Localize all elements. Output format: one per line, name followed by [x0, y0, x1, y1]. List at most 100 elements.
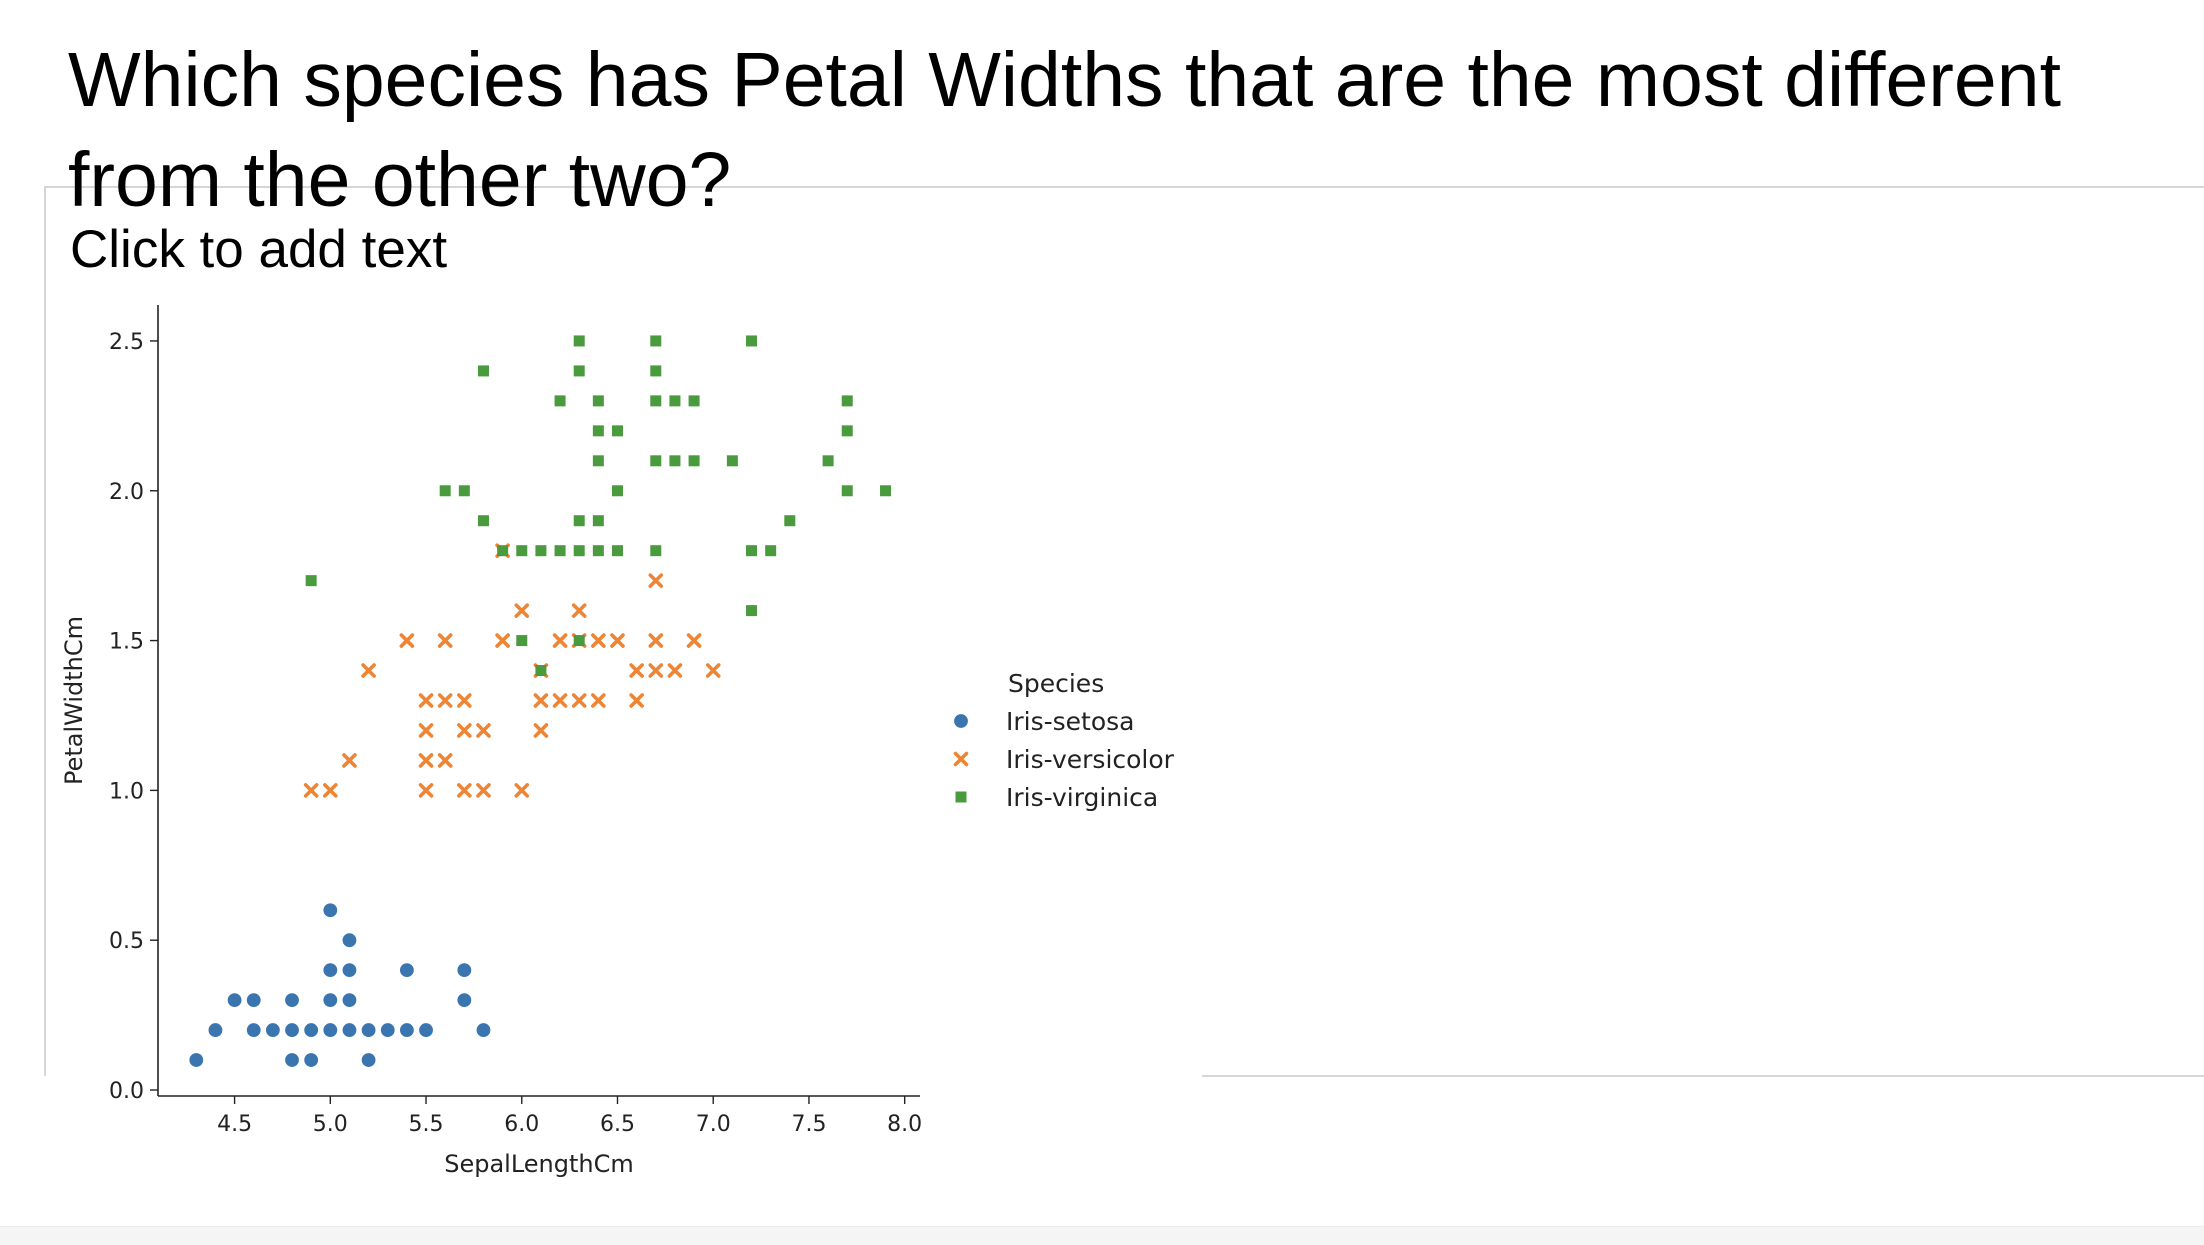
iris-virginica-legend-marker	[955, 791, 967, 803]
bottom-strip	[0, 1226, 2204, 1245]
iris-virginica-point	[592, 545, 604, 557]
iris-versicolor-point	[571, 693, 587, 708]
iris-virginica-point	[535, 545, 547, 557]
iris-setosa-legend-marker	[952, 712, 970, 730]
iris-setosa-point	[322, 992, 339, 1009]
iris-setosa-point	[322, 1021, 339, 1039]
iris-setosa-point	[226, 992, 243, 1009]
iris-virginica-point	[535, 665, 547, 677]
iris-versicolor-point	[648, 663, 664, 678]
iris-setosa-point	[264, 1021, 281, 1039]
iris-virginica-point	[650, 545, 662, 557]
iris-virginica-point	[688, 455, 700, 467]
slide-title[interactable]: Which species has Petal Widths that are …	[68, 37, 2061, 223]
iris-virginica-point	[746, 545, 758, 557]
iris-virginica-point	[592, 395, 604, 407]
y-tick-label: 0.5	[109, 929, 144, 954]
x-tick-label: 8.0	[887, 1112, 922, 1137]
iris-virginica-point	[611, 545, 623, 557]
iris-virginica-point	[439, 485, 451, 497]
iris-setosa-point	[207, 1021, 224, 1039]
iris-versicolor-point	[323, 783, 338, 798]
iris-versicolor-point	[361, 663, 376, 678]
iris-virginica-point	[784, 515, 796, 527]
iris-versicolor-point	[571, 603, 587, 618]
iris-setosa-point	[456, 962, 473, 979]
iris-setosa-point	[398, 962, 415, 979]
iris-setosa-point	[245, 1021, 262, 1039]
iris-versicolor-point	[610, 633, 625, 648]
iris-setosa-point	[341, 1021, 358, 1039]
iris-versicolor-point	[495, 633, 510, 648]
iris-versicolor-point	[686, 633, 702, 648]
iris-versicolor-point	[648, 633, 664, 648]
x-tick-label: 6.0	[504, 1112, 539, 1137]
iris-versicolor-point	[437, 693, 453, 708]
iris-setosa-point	[245, 992, 262, 1009]
iris-virginica-point	[822, 455, 834, 467]
iris-virginica-point	[497, 545, 509, 557]
iris-versicolor-legend-marker	[953, 751, 969, 767]
iris-versicolor-point	[418, 783, 434, 798]
iris-virginica-point	[573, 515, 585, 527]
iris-setosa-point	[283, 1021, 301, 1039]
iris-virginica-point	[611, 425, 623, 437]
iris-versicolor-point	[418, 723, 434, 738]
iris-versicolor-point	[705, 663, 721, 678]
x-tick-label: 6.5	[600, 1112, 635, 1137]
iris-virginica-point	[573, 335, 585, 347]
iris-versicolor-point	[342, 753, 357, 768]
y-axis-label: PetalWidthCm	[60, 616, 88, 785]
iris-virginica-point	[746, 605, 758, 617]
y-tick-label: 1.0	[109, 779, 144, 804]
iris-virginica-point	[650, 335, 662, 347]
content-placeholder[interactable]	[44, 186, 2204, 1076]
iris-virginica-point	[592, 455, 604, 467]
iris-virginica-point	[573, 635, 585, 647]
y-tick-label: 1.5	[109, 630, 144, 655]
iris-setosa-point	[188, 1051, 205, 1069]
iris-versicolor-point	[476, 783, 491, 798]
iris-virginica-point	[669, 455, 681, 467]
iris-versicolor-point	[552, 693, 568, 708]
iris-setosa-point	[341, 962, 358, 979]
iris-versicolor-point	[514, 603, 530, 618]
iris-versicolor-point	[457, 723, 472, 738]
iris-versicolor-point	[418, 753, 434, 768]
iris-versicolor-point	[303, 783, 319, 798]
x-tick-label: 7.5	[791, 1112, 826, 1137]
legend: Species Iris-setosa Iris-versicolor Iris-v…	[952, 669, 1175, 812]
iris-setosa-point	[341, 932, 358, 949]
iris-virginica-point	[573, 365, 585, 377]
iris-setosa-point	[456, 992, 473, 1009]
iris-versicolor-point	[437, 753, 453, 768]
iris-virginica-point	[573, 545, 585, 557]
iris-versicolor-point	[591, 633, 606, 648]
placeholder-border	[1202, 1075, 2204, 1077]
iris-virginica-point	[516, 545, 528, 557]
iris-versicolor-point	[476, 723, 491, 738]
iris-virginica-point	[516, 635, 528, 647]
iris-virginica-point	[305, 575, 317, 587]
data-points	[188, 335, 892, 1069]
legend-title: Species	[1008, 669, 1104, 698]
iris-setosa-point	[398, 1021, 415, 1039]
iris-virginica-point	[477, 365, 489, 377]
iris-setosa-point	[341, 992, 358, 1009]
iris-setosa-point	[322, 962, 339, 979]
placeholder-text[interactable]: Click to add text	[70, 220, 448, 279]
iris-virginica-point	[650, 455, 662, 467]
iris-versicolor-point	[457, 693, 472, 708]
x-tick-label: 4.5	[217, 1112, 252, 1137]
iris-virginica-point	[592, 515, 604, 527]
iris-versicolor-legend-label: Iris-versicolor	[1006, 745, 1175, 774]
iris-virginica-point	[880, 485, 892, 497]
iris-versicolor-point	[418, 693, 434, 708]
iris-setosa-legend-label: Iris-setosa	[1006, 707, 1135, 736]
iris-virginica-point	[841, 485, 853, 497]
iris-virginica-point	[554, 545, 566, 557]
iris-virginica-point	[592, 425, 604, 437]
iris-setosa-point	[360, 1021, 377, 1039]
iris-setosa-point	[303, 1051, 320, 1069]
